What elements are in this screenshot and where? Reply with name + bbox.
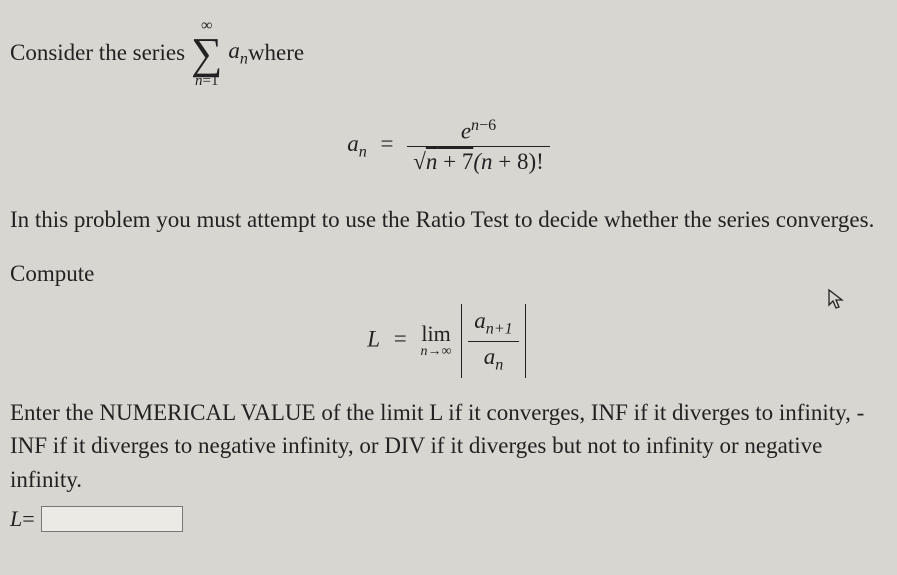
intro-line: Consider the series ∞ ∑ n=1 an where xyxy=(10,18,887,89)
instruction-paragraph-1: In this problem you must attempt to use … xyxy=(10,203,887,236)
compute-label: Compute xyxy=(10,257,887,290)
sigma-notation: ∞ ∑ n=1 xyxy=(191,18,222,89)
answer-row: L = xyxy=(10,506,887,532)
problem-page: Consider the series ∞ ∑ n=1 an where an … xyxy=(0,0,897,542)
formula-eq: = xyxy=(380,131,393,156)
answer-label-L: L xyxy=(10,506,22,532)
ratio-den: an xyxy=(468,341,518,375)
abs-value: an+1 an xyxy=(461,304,525,378)
limit-block: lim n→∞ xyxy=(421,323,452,359)
ratio-L: L xyxy=(367,326,380,351)
limit-word: lim xyxy=(421,323,452,345)
formula-denominator: √n + 7(n + 8)! xyxy=(407,146,550,175)
intro-text-right: where xyxy=(248,40,304,66)
sigma-symbol: ∑ xyxy=(191,34,222,74)
mouse-cursor-icon xyxy=(827,288,845,316)
ratio-formula: L = lim n→∞ an+1 an xyxy=(10,304,887,378)
answer-label-eq: = xyxy=(22,506,34,532)
ratio-num: an+1 xyxy=(468,308,518,341)
an-formula: an = en−6 √n + 7(n + 8)! xyxy=(10,117,887,176)
ratio-eq: = xyxy=(394,326,407,351)
limit-sub: n→∞ xyxy=(421,345,452,359)
ratio-fraction: an+1 an xyxy=(468,308,518,374)
intro-text-left: Consider the series xyxy=(10,40,185,66)
formula-numerator: en−6 xyxy=(407,117,550,147)
instruction-paragraph-2: Enter the NUMERICAL VALUE of the limit L… xyxy=(10,396,887,496)
formula-lhs: an xyxy=(347,131,372,156)
answer-input[interactable] xyxy=(41,506,183,532)
an-term: an xyxy=(228,38,248,69)
sigma-lower: n=1 xyxy=(195,74,218,89)
formula-fraction: en−6 √n + 7(n + 8)! xyxy=(407,117,550,176)
